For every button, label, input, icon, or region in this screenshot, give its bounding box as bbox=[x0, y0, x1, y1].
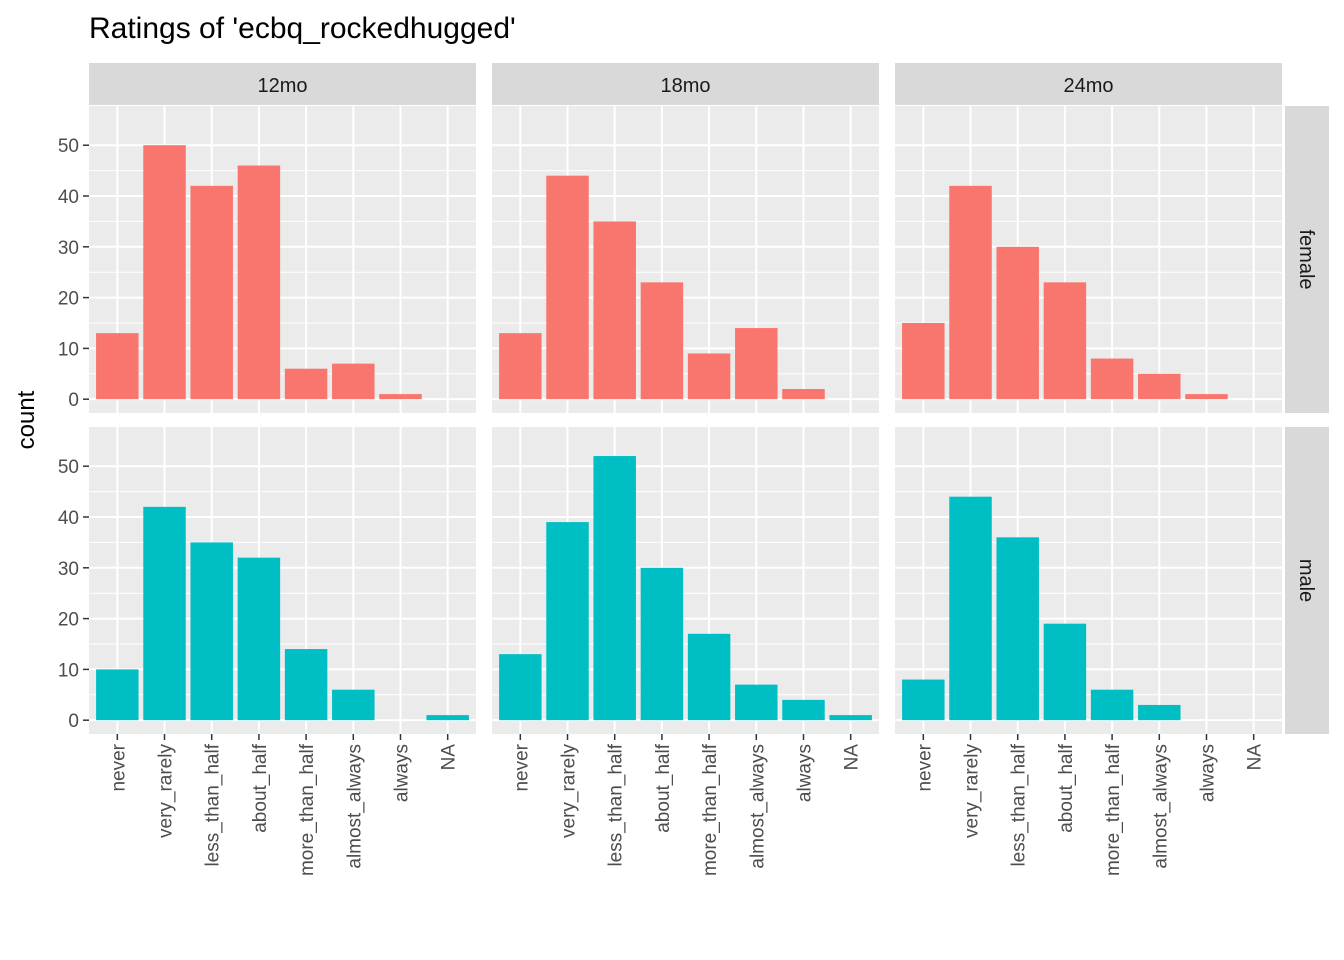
x-tick-label-very_rarely: very_rarely bbox=[559, 744, 580, 838]
bar-12mo-male-almost_always bbox=[332, 689, 375, 721]
bar-18mo-female-almost_always bbox=[735, 328, 778, 400]
bar-24mo-female-always bbox=[1185, 394, 1228, 400]
x-tick-label-more_than_half: more_than_half bbox=[700, 743, 721, 876]
panels-group: 12mo 18mo 24mo female male 0 10 20 30 40 50 0 10 20 30… bbox=[58, 63, 1329, 876]
bar-24mo-female-very_rarely bbox=[949, 185, 992, 400]
bar-12mo-male-never bbox=[96, 669, 139, 721]
x-tick-label-more_than_half: more_than_half bbox=[297, 743, 318, 876]
x-tick-label-less_than_half: less_than_half bbox=[203, 743, 224, 866]
strip-24mo bbox=[895, 63, 1282, 105]
bar-12mo-male-very_rarely bbox=[143, 506, 186, 721]
bar-12mo-male-about_half bbox=[237, 557, 281, 721]
strip-12mo bbox=[89, 63, 476, 105]
y-tick-label: 10 bbox=[58, 339, 79, 360]
bar-12mo-female-very_rarely bbox=[143, 145, 186, 400]
bar-24mo-female-never bbox=[902, 322, 945, 400]
x-tick-label-never: never bbox=[511, 743, 532, 791]
y-tick-label: 40 bbox=[58, 508, 79, 529]
x-tick-label-NA: NA bbox=[439, 744, 460, 771]
x-tick-label-always: always bbox=[1197, 744, 1218, 802]
bar-12mo-male-more_than_half bbox=[284, 649, 328, 721]
bar-18mo-female-about_half bbox=[640, 282, 684, 400]
bar-24mo-female-less_than_half bbox=[996, 246, 1039, 400]
x-tick-label-less_than_half: less_than_half bbox=[606, 743, 627, 866]
bar-24mo-female-more_than_half bbox=[1090, 358, 1134, 400]
x-tick-label-about_half: about_half bbox=[250, 743, 271, 832]
x-tick-label-NA: NA bbox=[1245, 744, 1266, 771]
strip-18mo bbox=[492, 63, 879, 105]
bar-12mo-female-more_than_half bbox=[284, 368, 328, 400]
x-tick-label-NA: NA bbox=[842, 744, 863, 771]
bar-24mo-male-less_than_half bbox=[996, 537, 1039, 721]
bar-24mo-female-about_half bbox=[1043, 282, 1087, 400]
bar-18mo-female-less_than_half bbox=[593, 221, 636, 400]
bar-12mo-female-almost_always bbox=[332, 363, 375, 400]
bar-12mo-female-always bbox=[379, 394, 422, 400]
y-tick-label: 20 bbox=[58, 289, 79, 310]
bar-18mo-male-NA bbox=[829, 715, 872, 721]
bar-24mo-female-almost_always bbox=[1138, 373, 1181, 400]
strip-label-18mo: 18mo bbox=[660, 75, 710, 97]
bar-18mo-male-always bbox=[782, 699, 825, 721]
y-tick-label: 50 bbox=[58, 136, 79, 157]
bar-18mo-female-never bbox=[499, 333, 542, 400]
x-tick-label-almost_always: almost_always bbox=[344, 744, 365, 869]
x-tick-label-very_rarely: very_rarely bbox=[962, 744, 983, 838]
y-tick-label: 10 bbox=[58, 660, 79, 681]
x-tick-label-less_than_half: less_than_half bbox=[1009, 743, 1030, 866]
bar-24mo-male-very_rarely bbox=[949, 496, 992, 721]
strip-female bbox=[1285, 106, 1329, 413]
bar-18mo-female-always bbox=[782, 389, 825, 400]
bar-18mo-male-more_than_half bbox=[687, 633, 731, 721]
bar-24mo-male-almost_always bbox=[1138, 704, 1181, 721]
bar-12mo-female-about_half bbox=[237, 165, 281, 400]
strip-label-24mo: 24mo bbox=[1063, 75, 1113, 97]
bar-12mo-female-never bbox=[96, 333, 139, 400]
x-tick-label-more_than_half: more_than_half bbox=[1103, 743, 1124, 876]
y-tick-label: 20 bbox=[58, 610, 79, 631]
bar-18mo-male-almost_always bbox=[735, 684, 778, 721]
y-axis-title: count bbox=[13, 390, 40, 449]
x-tick-label-almost_always: almost_always bbox=[747, 744, 768, 869]
strip-label-12mo: 12mo bbox=[257, 75, 307, 97]
x-tick-label-never: never bbox=[914, 743, 935, 791]
bar-18mo-male-about_half bbox=[640, 567, 684, 721]
y-tick-label: 0 bbox=[68, 711, 79, 732]
bar-12mo-male-less_than_half bbox=[190, 542, 233, 721]
bar-24mo-male-more_than_half bbox=[1090, 689, 1134, 721]
y-tick-label: 0 bbox=[68, 390, 79, 411]
bar-24mo-male-never bbox=[902, 679, 945, 721]
x-tick-label-about_half: about_half bbox=[1056, 743, 1077, 832]
x-tick-label-very_rarely: very_rarely bbox=[156, 744, 177, 838]
y-tick-label: 50 bbox=[58, 457, 79, 478]
strip-male bbox=[1285, 427, 1329, 734]
x-tick-label-always: always bbox=[391, 744, 412, 802]
bar-18mo-female-more_than_half bbox=[687, 353, 731, 400]
bar-24mo-male-about_half bbox=[1043, 623, 1087, 721]
bar-12mo-female-less_than_half bbox=[190, 185, 233, 400]
chart-title: Ratings of 'ecbq_rockedhugged' bbox=[89, 12, 516, 45]
x-tick-label-never: never bbox=[108, 743, 129, 791]
y-tick-label: 30 bbox=[58, 559, 79, 580]
x-tick-label-about_half: about_half bbox=[653, 743, 674, 832]
strip-label-male: male bbox=[1295, 559, 1317, 602]
strip-label-female: female bbox=[1295, 229, 1317, 289]
bar-18mo-male-never bbox=[499, 654, 542, 721]
bar-18mo-female-very_rarely bbox=[546, 175, 589, 400]
x-tick-label-almost_always: almost_always bbox=[1150, 744, 1171, 869]
y-tick-label: 30 bbox=[58, 238, 79, 259]
y-tick-label: 40 bbox=[58, 187, 79, 208]
bar-18mo-male-very_rarely bbox=[546, 522, 589, 721]
bar-12mo-male-NA bbox=[426, 715, 469, 721]
bar-18mo-male-less_than_half bbox=[593, 456, 636, 721]
x-tick-label-always: always bbox=[794, 744, 815, 802]
